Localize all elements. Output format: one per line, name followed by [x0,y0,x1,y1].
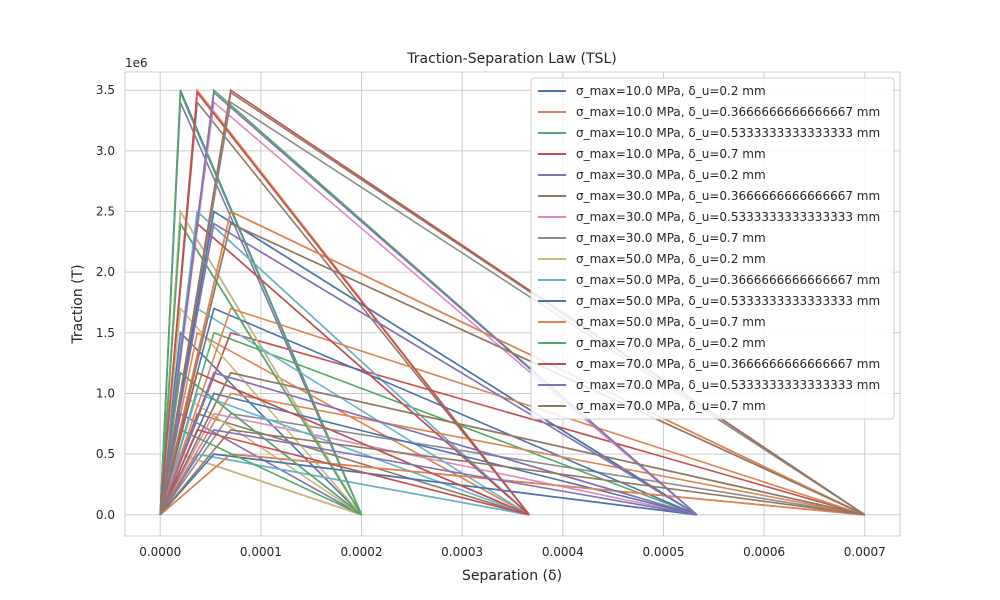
y-offset-label: 1e6 [125,56,148,70]
legend-entry: σ_max=10.0 MPa, δ_u=0.5333333333333333 m… [538,126,880,140]
x-tick-label: 0.0006 [743,545,785,559]
legend-entry: σ_max=70.0 MPa, δ_u=0.3666666666666667 m… [538,357,880,371]
series-line [159,412,865,516]
legend-entry: σ_max=50.0 MPa, δ_u=0.5333333333333333 m… [538,294,880,308]
y-axis-label: Traction (T) [70,264,86,344]
legend-entry: σ_max=70.0 MPa, δ_u=0.7 mm [538,399,766,413]
x-tick-label: 0.0003 [441,545,483,559]
series-line [159,90,530,516]
legend-label: σ_max=70.0 MPa, δ_u=0.3666666666666667 m… [576,357,880,371]
legend-label: σ_max=50.0 MPa, δ_u=0.3666666666666667 m… [576,273,880,287]
x-axis-label: Separation (δ) [462,568,562,584]
x-tick-label: 0.0002 [341,545,383,559]
chart-title: Traction-Separation Law (TSL) [406,51,616,67]
y-tick-labels: 0.0 0.5 1.0 1.5 2.0 2.5 3.0 3.5 [96,83,115,522]
legend-label: σ_max=30.0 MPa, δ_u=0.2 mm [576,168,766,182]
legend-entry: σ_max=50.0 MPa, δ_u=0.3666666666666667 m… [538,273,880,287]
legend-entry: σ_max=10.0 MPa, δ_u=0.3666666666666667 m… [538,105,880,119]
legend-entry: σ_max=30.0 MPa, δ_u=0.2 mm [538,168,766,182]
y-tick-label: 0.0 [96,508,115,522]
legend-label: σ_max=30.0 MPa, δ_u=0.7 mm [576,231,766,245]
x-tick-label: 0.0005 [642,545,684,559]
x-tick-label: 0.0007 [844,545,886,559]
legend-label: σ_max=50.0 MPa, δ_u=0.5333333333333333 m… [576,294,880,308]
y-tick-label: 3.5 [96,83,115,97]
series-line [159,428,530,516]
x-tick-label: 0.0001 [240,545,282,559]
y-tick-label: 3.0 [96,144,115,158]
legend-label: σ_max=30.0 MPa, δ_u=0.3666666666666667 m… [576,189,880,203]
legend-entry: σ_max=30.0 MPa, δ_u=0.7 mm [538,231,766,245]
legend: σ_max=10.0 MPa, δ_u=0.2 mm σ_max=10.0 MPa… [530,77,895,420]
series-line [159,392,530,516]
legend-label: σ_max=30.0 MPa, δ_u=0.5333333333333333 m… [576,210,880,224]
legend-entry: σ_max=30.0 MPa, δ_u=0.3666666666666667 m… [538,189,880,203]
series-line [159,371,865,516]
series-line [159,429,698,516]
legend-entry: σ_max=70.0 MPa, δ_u=0.5333333333333333 m… [538,378,880,392]
legend-entry: σ_max=50.0 MPa, δ_u=0.7 mm [538,315,766,329]
legend-label: σ_max=70.0 MPa, δ_u=0.2 mm [576,336,766,350]
legend-label: σ_max=70.0 MPa, δ_u=0.7 mm [576,399,766,413]
series-line [159,429,865,516]
y-tick-label: 1.5 [96,326,115,340]
legend-label: σ_max=10.0 MPa, δ_u=0.7 mm [576,147,766,161]
series-line [159,412,698,516]
legend-entry: σ_max=30.0 MPa, δ_u=0.5333333333333333 m… [538,210,880,224]
series-line [159,392,865,516]
legend-entry: σ_max=10.0 MPa, δ_u=0.7 mm [538,147,766,161]
series-line [159,371,530,516]
legend-entry: σ_max=10.0 MPa, δ_u=0.2 mm [538,84,766,98]
x-tick-label: 0.0004 [542,545,584,559]
legend-label: σ_max=50.0 MPa, δ_u=0.2 mm [576,252,766,266]
series-line [159,92,363,516]
series-line [159,453,698,516]
legend-box [530,77,895,420]
series-layer [159,88,866,516]
legend-label: σ_max=10.0 MPa, δ_u=0.2 mm [576,84,766,98]
y-tick-label: 2.0 [96,265,115,279]
y-tick-label: 1.0 [96,386,115,400]
legend-entry: σ_max=50.0 MPa, δ_u=0.2 mm [538,252,766,266]
x-tick-label: 0.0000 [139,545,181,559]
x-tick-labels: 0.0000 0.0001 0.0002 0.0003 0.0004 0.0005 0.00… [139,545,886,559]
legend-label: σ_max=10.0 MPa, δ_u=0.5333333333333333 m… [576,126,880,140]
series-line [159,307,866,516]
legend-label: σ_max=50.0 MPa, δ_u=0.7 mm [576,315,766,329]
y-tick-label: 0.5 [96,447,115,461]
legend-label: σ_max=70.0 MPa, δ_u=0.5333333333333333 m… [576,378,880,392]
legend-entry: σ_max=70.0 MPa, δ_u=0.2 mm [538,336,766,350]
y-tick-label: 2.5 [96,205,115,219]
series-line [159,371,698,516]
legend-label: σ_max=10.0 MPa, δ_u=0.3666666666666667 m… [576,105,880,119]
